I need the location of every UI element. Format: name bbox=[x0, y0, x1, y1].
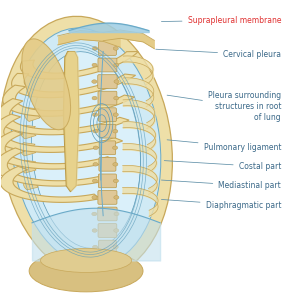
Polygon shape bbox=[21, 160, 36, 173]
Ellipse shape bbox=[92, 179, 98, 183]
Ellipse shape bbox=[29, 250, 143, 292]
Polygon shape bbox=[0, 114, 123, 152]
Ellipse shape bbox=[0, 16, 172, 278]
Ellipse shape bbox=[113, 47, 118, 50]
FancyBboxPatch shape bbox=[99, 124, 116, 138]
FancyBboxPatch shape bbox=[99, 141, 116, 154]
FancyBboxPatch shape bbox=[99, 240, 116, 254]
Ellipse shape bbox=[22, 39, 71, 130]
Polygon shape bbox=[20, 52, 138, 79]
Ellipse shape bbox=[92, 47, 98, 50]
Ellipse shape bbox=[93, 129, 98, 133]
Polygon shape bbox=[12, 74, 136, 98]
Ellipse shape bbox=[113, 163, 118, 166]
Ellipse shape bbox=[92, 229, 97, 232]
Polygon shape bbox=[0, 131, 115, 169]
Ellipse shape bbox=[93, 146, 98, 150]
Ellipse shape bbox=[113, 113, 118, 116]
FancyBboxPatch shape bbox=[98, 207, 117, 221]
FancyBboxPatch shape bbox=[98, 224, 117, 237]
Ellipse shape bbox=[41, 248, 132, 272]
Polygon shape bbox=[0, 99, 129, 135]
FancyBboxPatch shape bbox=[98, 174, 116, 188]
Polygon shape bbox=[20, 125, 36, 139]
Polygon shape bbox=[0, 148, 109, 186]
Ellipse shape bbox=[93, 245, 98, 249]
FancyBboxPatch shape bbox=[98, 42, 116, 55]
Ellipse shape bbox=[92, 96, 97, 100]
Ellipse shape bbox=[114, 229, 119, 232]
Ellipse shape bbox=[113, 245, 118, 249]
Ellipse shape bbox=[114, 63, 119, 67]
Polygon shape bbox=[65, 52, 80, 192]
Ellipse shape bbox=[114, 212, 119, 216]
Ellipse shape bbox=[114, 96, 119, 100]
Text: Mediastinal part: Mediastinal part bbox=[161, 180, 281, 190]
Ellipse shape bbox=[31, 52, 140, 248]
FancyBboxPatch shape bbox=[98, 75, 117, 88]
Ellipse shape bbox=[92, 196, 97, 199]
Text: Pulmonary ligament: Pulmonary ligament bbox=[167, 140, 281, 152]
Ellipse shape bbox=[113, 129, 118, 133]
Polygon shape bbox=[23, 178, 38, 190]
FancyBboxPatch shape bbox=[98, 108, 116, 122]
Text: Costal part: Costal part bbox=[164, 160, 281, 171]
Text: Pleura surrounding
structures in root
of lung: Pleura surrounding structures in root of… bbox=[167, 91, 281, 122]
Text: Diaphragmatic part: Diaphragmatic part bbox=[161, 200, 281, 210]
Ellipse shape bbox=[92, 80, 97, 83]
Ellipse shape bbox=[11, 28, 161, 266]
Polygon shape bbox=[0, 167, 100, 203]
FancyBboxPatch shape bbox=[99, 158, 116, 171]
FancyBboxPatch shape bbox=[98, 190, 117, 204]
Polygon shape bbox=[3, 85, 135, 116]
Text: Cervical pleura: Cervical pleura bbox=[156, 49, 281, 59]
Polygon shape bbox=[20, 142, 36, 156]
Ellipse shape bbox=[113, 146, 118, 150]
Ellipse shape bbox=[114, 196, 119, 199]
Polygon shape bbox=[63, 52, 79, 192]
Ellipse shape bbox=[113, 179, 118, 183]
Text: Suprapleural membrane: Suprapleural membrane bbox=[161, 16, 281, 25]
FancyBboxPatch shape bbox=[98, 58, 117, 72]
Ellipse shape bbox=[92, 63, 97, 67]
Polygon shape bbox=[25, 108, 40, 122]
Ellipse shape bbox=[92, 212, 97, 216]
Ellipse shape bbox=[93, 163, 98, 166]
Ellipse shape bbox=[93, 113, 98, 116]
FancyBboxPatch shape bbox=[98, 91, 117, 105]
Ellipse shape bbox=[114, 80, 119, 83]
